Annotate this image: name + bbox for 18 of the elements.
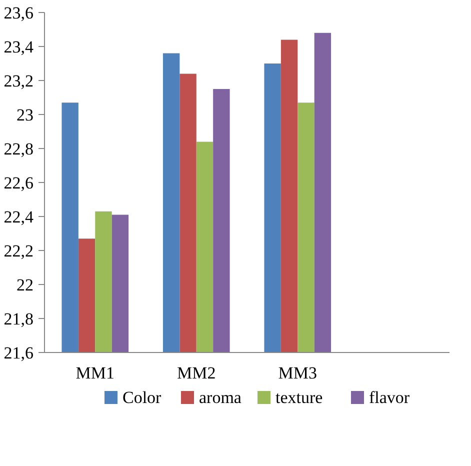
y-tick-label: 23 [16, 106, 34, 124]
legend-label: flavor [369, 388, 410, 407]
y-tick-label: 21,8 [4, 310, 34, 328]
y-tick-label: 22,2 [4, 242, 34, 260]
x-tick-label: MM1 [76, 364, 114, 382]
x-tick-label: MM2 [177, 364, 216, 382]
y-tick-label: 23,2 [4, 72, 34, 90]
y-tick-label: 22 [16, 276, 34, 294]
legend-label: texture [276, 388, 323, 407]
y-tick-label: 22,8 [4, 140, 34, 158]
y-tick-label: 23,4 [4, 38, 34, 56]
y-tick-label: 22,4 [4, 208, 34, 226]
x-tick-label: MM3 [278, 364, 317, 382]
y-tick-label: 21,6 [4, 344, 34, 362]
y-tick-label: 22,6 [4, 174, 34, 192]
legend-label: aroma [199, 388, 242, 407]
y-tick-label: 23,6 [4, 4, 34, 22]
legend-label: Color [122, 388, 162, 407]
